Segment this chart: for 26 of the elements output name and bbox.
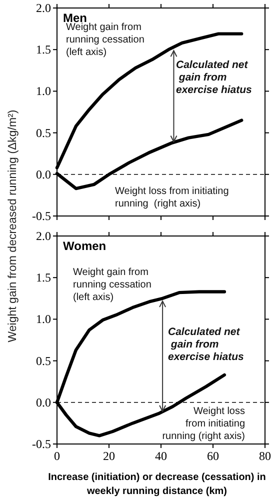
y-tick-label: 0.5 <box>36 126 51 140</box>
annotation: Calculated net gain from exercise hiatus <box>176 59 252 96</box>
y-tick-label: 2.0 <box>36 1 51 15</box>
y-tick-label: -0.5 <box>32 209 51 223</box>
chart-title: Women <box>63 239 106 253</box>
x-tick-label: 20 <box>103 449 115 463</box>
x-tick-label: 40 <box>155 449 167 463</box>
x-tick-label: 0 <box>54 449 60 463</box>
y-tick-label: 0.0 <box>36 167 51 182</box>
annotation: Weight loss from initiating running (right axis) <box>162 406 245 442</box>
annotation: Weight loss from initiating running (right axis) <box>115 186 229 210</box>
annotation: Calculated net gain from exercise hiatus <box>168 326 244 363</box>
y-tick-label: 2.0 <box>36 229 51 243</box>
y-tick-label: 0.0 <box>36 395 51 410</box>
annotation: Weight gain from running cessation (left axis) <box>66 22 144 58</box>
x-tick-label: 60 <box>207 449 219 463</box>
x-tick-label: 80 <box>259 449 271 463</box>
y-axis-title: Weight gain from decreased running (Δkg/m²) <box>7 110 19 342</box>
y-tick-label: 1.0 <box>36 84 51 98</box>
y-tick-label: -0.5 <box>32 437 51 451</box>
y-tick-label: 1.5 <box>36 270 51 285</box>
y-tick-label: 0.5 <box>36 354 51 368</box>
y-tick-label: 1.0 <box>36 312 51 326</box>
y-tick-label: 1.5 <box>36 42 51 57</box>
annotation: Weight gain from running cessation (left axis) <box>73 267 152 303</box>
x-axis-title: Increase (initiation) or decrease (cessation) in weekly running distance (km) <box>48 472 266 497</box>
